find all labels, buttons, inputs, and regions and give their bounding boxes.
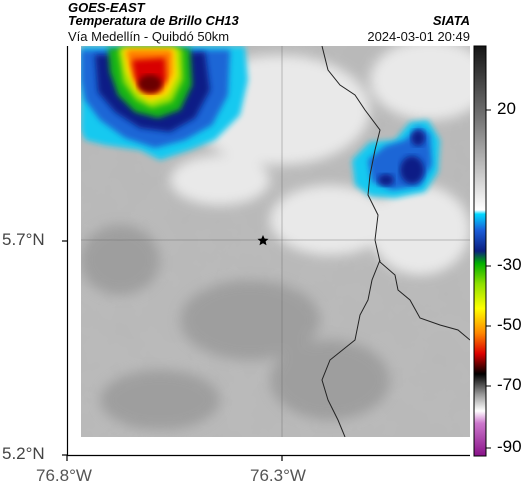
colorbar-tick-label: -30 (497, 255, 522, 274)
star-marker (257, 235, 269, 246)
colorbar-tick-label: -50 (497, 315, 522, 334)
lat-tick-label: 5.7°N (2, 230, 45, 249)
lon-tick-label: 76.3°W (250, 466, 306, 485)
agency-label: SIATA (432, 13, 470, 28)
convective-cloud-east (352, 120, 440, 198)
colorbar (473, 45, 491, 457)
map-axes (62, 46, 470, 461)
colorbar-tick-label: 20 (497, 99, 516, 118)
colorbar-tick-label: -70 (497, 375, 522, 394)
satellite-title: GOES-EAST (68, 0, 145, 15)
brightness-temperature-field (81, 46, 470, 437)
convective-cloud-nw (81, 46, 248, 160)
admin-borders (321, 46, 470, 437)
lat-tick-label: 5.2°N (2, 444, 45, 463)
colorbar-tick-label: -90 (497, 437, 522, 456)
graticule (81, 46, 470, 437)
lon-tick-label: 76.8°W (36, 466, 92, 485)
region-subtitle: Vía Medellín - Quibdó 50km (68, 29, 230, 44)
product-title: Temperatura de Brillo CH13 (68, 13, 239, 28)
datetime-label: 2024-03-01 20:49 (367, 29, 470, 44)
